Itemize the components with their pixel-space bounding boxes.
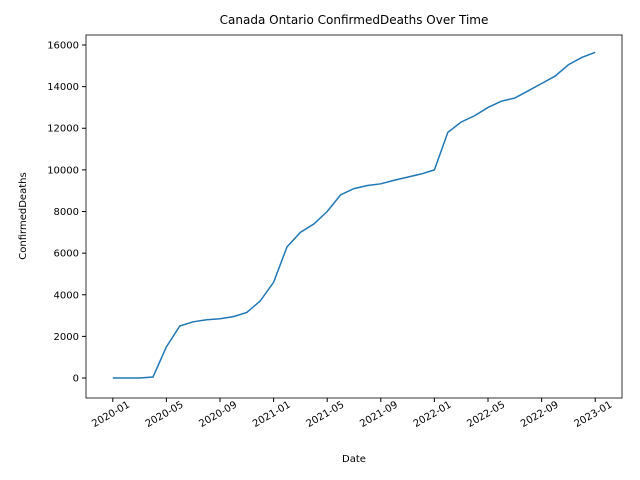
y-tick-label: 6000 [54, 249, 79, 260]
y-tick-label: 8000 [54, 207, 79, 218]
x-tick-label: 2021-09 [358, 400, 400, 430]
data-line [112, 51, 596, 379]
y-tick-label: 12000 [47, 124, 79, 135]
x-tick-label: 2020-01 [90, 400, 132, 430]
chart-title: Canada Ontario ConfirmedDeaths Over Time [220, 13, 489, 27]
x-tick-label: 2020-05 [144, 400, 186, 430]
y-tick-label: 4000 [54, 290, 79, 301]
y-tick-label: 0 [73, 374, 79, 385]
x-tick-label: 2022-05 [465, 400, 507, 430]
x-tick-label: 2022-01 [412, 400, 454, 430]
y-tick-label: 2000 [54, 332, 79, 343]
plot-frame [85, 34, 623, 399]
x-tick-label: 2023-01 [573, 400, 615, 430]
x-axis-label: Date [342, 454, 366, 465]
y-tick-label: 16000 [47, 40, 79, 51]
x-tick-label: 2022-09 [519, 400, 561, 430]
y-axis-label: ConfirmedDeaths [18, 172, 29, 259]
y-tick-label: 10000 [47, 165, 79, 176]
x-tick-label: 2021-05 [305, 400, 347, 430]
x-tick-label: 2020-09 [197, 400, 239, 430]
x-tick-label: 2021-01 [251, 400, 293, 430]
y-tick-label: 14000 [47, 82, 79, 93]
